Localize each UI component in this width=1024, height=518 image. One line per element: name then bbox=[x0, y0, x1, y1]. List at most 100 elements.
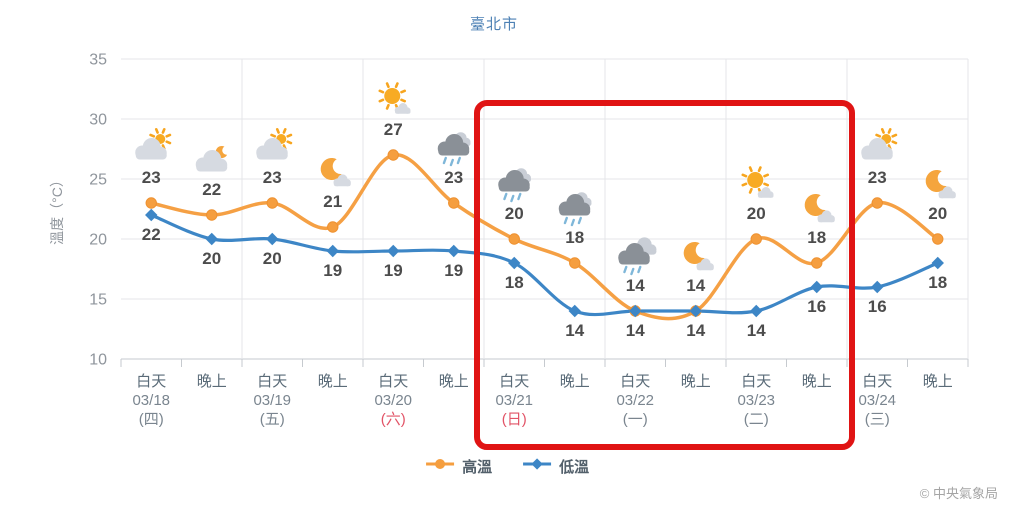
weather-icon-moon-cloud bbox=[683, 242, 714, 271]
high-temp-marker bbox=[206, 209, 218, 221]
high-temp-value: 23 bbox=[444, 168, 463, 187]
weather-icon-sun-cloud bbox=[741, 166, 774, 198]
low-temp-value: 18 bbox=[505, 273, 524, 292]
weather-icon-cloud-sun bbox=[861, 127, 898, 160]
low-temp-marker bbox=[568, 304, 581, 318]
high-temp-value: 23 bbox=[142, 168, 161, 187]
high-temp-marker bbox=[327, 221, 339, 233]
x-date-label: 03/24 bbox=[858, 392, 896, 409]
high-temp-marker bbox=[932, 233, 944, 245]
high-temp-value: 14 bbox=[626, 276, 645, 295]
low-temp-value: 14 bbox=[747, 321, 766, 340]
low-temp-marker bbox=[629, 304, 642, 318]
weather-icon-rain bbox=[498, 168, 531, 203]
low-temp-marker bbox=[871, 280, 884, 294]
low-temp-value: 20 bbox=[202, 249, 221, 268]
high-temp-value: 23 bbox=[263, 168, 282, 187]
weather-icon-moon-cloud bbox=[925, 170, 956, 199]
high-temp-value: 14 bbox=[686, 276, 705, 295]
high-temp-marker bbox=[871, 197, 883, 209]
y-tick-label: 25 bbox=[89, 172, 107, 189]
low-temp-value: 22 bbox=[142, 225, 161, 244]
low-temp-value: 16 bbox=[868, 297, 887, 316]
weather-icon-cloud-moon bbox=[195, 146, 228, 172]
x-period-label: 晚上 bbox=[681, 373, 711, 390]
low-temp-marker bbox=[508, 256, 521, 270]
high-temp-value: 23 bbox=[868, 168, 887, 187]
chart-title: 臺北市 bbox=[469, 16, 518, 33]
x-period-label: 晚上 bbox=[197, 373, 227, 390]
low-temp-marker bbox=[689, 304, 702, 318]
high-temp-marker bbox=[750, 233, 762, 245]
y-axis-title: 溫度（°C） bbox=[49, 173, 65, 245]
x-period-label: 晚上 bbox=[802, 373, 832, 390]
high-temp-value: 18 bbox=[807, 228, 826, 247]
high-temp-marker bbox=[266, 197, 278, 209]
high-temp-value: 27 bbox=[384, 120, 403, 139]
copyright-label: © 中央氣象局 bbox=[919, 486, 998, 501]
legend-item-low-temp[interactable]: 低溫 bbox=[522, 456, 589, 477]
weather-icon-cloud-sun bbox=[135, 127, 172, 160]
x-period-label: 白天 bbox=[862, 373, 892, 390]
x-weekday-label: (日) bbox=[502, 411, 527, 428]
highlight-box bbox=[474, 100, 855, 450]
weather-icon-rain bbox=[437, 132, 471, 167]
low-temp-value: 19 bbox=[444, 261, 463, 280]
x-period-label: 白天 bbox=[741, 373, 771, 390]
legend-label: 低溫 bbox=[559, 459, 590, 476]
high-temp-value: 22 bbox=[202, 180, 221, 199]
x-weekday-label: (一) bbox=[623, 411, 648, 428]
x-date-label: 03/21 bbox=[495, 392, 533, 409]
legend-item-high-temp[interactable]: 高溫 bbox=[425, 456, 492, 477]
low-temp-marker bbox=[447, 244, 460, 258]
high-temp-marker bbox=[569, 257, 581, 269]
high-temp-value: 21 bbox=[323, 192, 342, 211]
x-period-label: 白天 bbox=[257, 373, 287, 390]
low-temp-legend-marker bbox=[522, 457, 552, 476]
y-tick-label: 30 bbox=[89, 112, 107, 129]
x-period-label: 白天 bbox=[620, 373, 650, 390]
weather-icon-sun-cloud bbox=[378, 82, 411, 114]
x-period-label: 晚上 bbox=[318, 373, 348, 390]
x-period-label: 晚上 bbox=[560, 373, 590, 390]
legend-label: 高溫 bbox=[462, 459, 493, 476]
x-date-label: 03/19 bbox=[253, 392, 291, 409]
x-weekday-label: (六) bbox=[381, 411, 406, 428]
low-temp-value: 14 bbox=[626, 321, 645, 340]
low-temp-value: 14 bbox=[565, 321, 584, 340]
high-temp-value: 20 bbox=[928, 204, 947, 223]
y-tick-label: 20 bbox=[89, 232, 107, 249]
x-date-label: 03/18 bbox=[132, 392, 170, 409]
x-weekday-label: (四) bbox=[139, 411, 164, 428]
low-temp-marker bbox=[145, 208, 158, 222]
weather-icon-moon-cloud bbox=[320, 158, 351, 187]
low-temp-value: 19 bbox=[384, 261, 403, 280]
x-date-label: 03/23 bbox=[737, 392, 775, 409]
low-temp-value: 18 bbox=[928, 273, 947, 292]
high-temp-value: 20 bbox=[505, 204, 524, 223]
low-temp-marker bbox=[266, 232, 279, 246]
x-period-label: 晚上 bbox=[439, 373, 469, 390]
weather-icon-cloud-sun bbox=[256, 127, 293, 160]
weather-icon-rain-2clouds bbox=[618, 237, 657, 276]
high-temp-marker bbox=[811, 257, 823, 269]
x-weekday-label: (三) bbox=[865, 411, 890, 428]
low-temp-value: 14 bbox=[686, 321, 705, 340]
x-date-label: 03/20 bbox=[374, 392, 412, 409]
x-weekday-label: (五) bbox=[260, 411, 285, 428]
x-period-label: 白天 bbox=[378, 373, 408, 390]
low-temp-value: 19 bbox=[323, 261, 342, 280]
low-temp-marker bbox=[205, 232, 218, 246]
weather-icon-moon-cloud bbox=[804, 194, 835, 223]
high-temp-legend-marker bbox=[425, 457, 455, 476]
high-temp-marker bbox=[508, 233, 520, 245]
low-temp-marker bbox=[750, 304, 763, 318]
low-temp-marker bbox=[387, 244, 400, 258]
chart-legend: 高溫 低溫 bbox=[425, 456, 589, 477]
high-temp-value: 18 bbox=[565, 228, 584, 247]
x-period-label: 白天 bbox=[499, 373, 529, 390]
x-weekday-label: (二) bbox=[744, 411, 769, 428]
low-temp-value: 16 bbox=[807, 297, 826, 316]
